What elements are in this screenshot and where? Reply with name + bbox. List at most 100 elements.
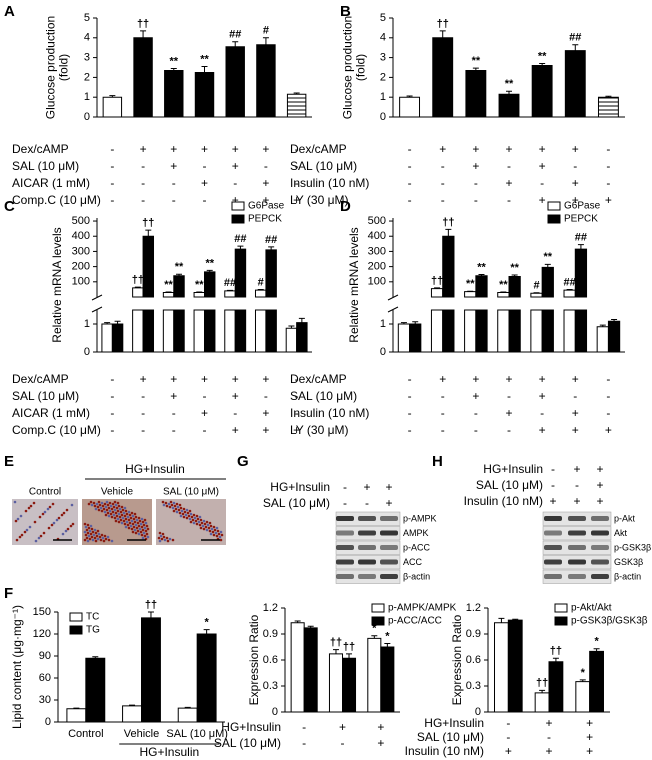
condition-sign: +	[539, 389, 546, 403]
condition-sign: -	[110, 406, 114, 420]
condition-sign: +	[539, 372, 546, 386]
condition-sign: +	[232, 372, 239, 386]
condition-sign: +	[201, 406, 208, 420]
bar	[380, 646, 395, 713]
lipid-droplet	[136, 521, 140, 525]
panel-letter: G	[237, 453, 249, 470]
condition-sign: +	[605, 193, 612, 207]
lipid-droplet	[174, 507, 178, 511]
lipid-droplet	[37, 536, 41, 540]
condition-sign: +	[170, 389, 177, 403]
error-bar	[176, 273, 183, 276]
condition-sign: -	[408, 193, 412, 207]
error-bar	[611, 319, 618, 322]
condition-sign: +	[439, 142, 446, 156]
blot-band	[380, 530, 398, 536]
condition-sign: -	[573, 159, 577, 173]
y-tick-label: 500	[72, 215, 90, 227]
lipid-droplet	[216, 529, 220, 533]
lipid-droplet	[129, 516, 133, 520]
error-bar	[434, 287, 441, 289]
lipid-droplet	[98, 503, 102, 507]
error-bar	[92, 656, 99, 659]
lipid-droplet	[109, 512, 113, 516]
condition-sign: -	[203, 159, 207, 173]
blot-band	[380, 574, 398, 579]
bar	[574, 248, 588, 353]
lipid-droplet	[83, 530, 87, 534]
condition-sign: +	[262, 176, 269, 190]
legend-label: p-Akt/Akt	[571, 603, 612, 614]
bar	[225, 46, 245, 118]
condition-sign: +	[293, 193, 300, 207]
blot-band	[358, 559, 376, 565]
lipid-droplet	[135, 526, 139, 530]
lipid-droplet	[192, 521, 196, 525]
lipid-droplet	[145, 524, 149, 528]
significance-marker: ##	[265, 234, 277, 246]
lipid-droplet	[204, 525, 208, 529]
condition-sign: -	[441, 389, 445, 403]
error-bar	[579, 679, 586, 682]
legend-swatch	[554, 603, 568, 613]
legend-label: G6Pase	[564, 201, 601, 212]
lipid-droplet	[179, 514, 183, 518]
blot-band	[591, 545, 609, 550]
error-bar	[293, 92, 300, 95]
lipid-droplet	[20, 533, 24, 537]
condition-sign: -	[606, 142, 610, 156]
lipid-droplet	[146, 527, 150, 531]
lipid-droplet	[215, 526, 219, 530]
condition-sign: -	[295, 389, 299, 403]
lipid-droplet	[93, 528, 97, 532]
error-bar	[184, 706, 191, 709]
y-tick-label: 5	[380, 12, 386, 24]
bar	[541, 266, 554, 353]
blot-condition-sign: +	[363, 480, 370, 494]
condition-sign: +	[586, 730, 593, 744]
condition-label: SAL (10 μM)	[417, 730, 484, 744]
y-tick-label: 1	[380, 318, 386, 330]
lipid-droplet	[172, 501, 176, 505]
condition-sign: -	[264, 159, 268, 173]
bar	[508, 275, 521, 353]
lipid-droplet	[96, 505, 100, 509]
condition-sign: -	[203, 193, 207, 207]
lipid-droplet	[167, 502, 171, 506]
lipid-droplet	[160, 537, 164, 541]
condition-sign: +	[262, 142, 269, 156]
lipid-droplet	[55, 518, 59, 522]
significance-marker: **	[164, 279, 173, 291]
lipid-droplet	[87, 526, 91, 530]
significance-marker: **	[510, 262, 519, 274]
condition-sign: -	[507, 193, 511, 207]
lipid-droplet	[182, 515, 186, 519]
lipid-droplet	[105, 508, 109, 512]
blot-band	[358, 574, 376, 579]
group-label: HG+Insulin	[125, 462, 185, 476]
legend-swatch	[371, 616, 385, 626]
condition-sign: -	[506, 716, 510, 730]
bar	[224, 290, 236, 353]
condition-sign: +	[262, 193, 269, 207]
bar	[607, 320, 621, 353]
lipid-droplet	[185, 516, 189, 520]
lipid-droplet	[103, 534, 107, 538]
y-tick-label: 200	[368, 261, 386, 273]
lipid-droplet	[175, 510, 179, 514]
lipid-droplet	[115, 514, 119, 518]
blot-band	[544, 516, 562, 521]
condition-sign: -	[141, 159, 145, 173]
error-bar	[332, 649, 339, 654]
significance-marker: ††	[536, 677, 548, 689]
bar	[141, 617, 161, 723]
lipid-droplet	[181, 512, 185, 516]
error-bar	[262, 37, 269, 45]
error-bar	[114, 320, 121, 324]
lipid-droplet	[175, 502, 179, 506]
lipid-droplet	[25, 528, 29, 532]
bar	[442, 235, 455, 353]
condition-sign: -	[408, 372, 412, 386]
blot-band-label: AMPK	[403, 528, 429, 538]
condition-sign: -	[172, 423, 176, 437]
